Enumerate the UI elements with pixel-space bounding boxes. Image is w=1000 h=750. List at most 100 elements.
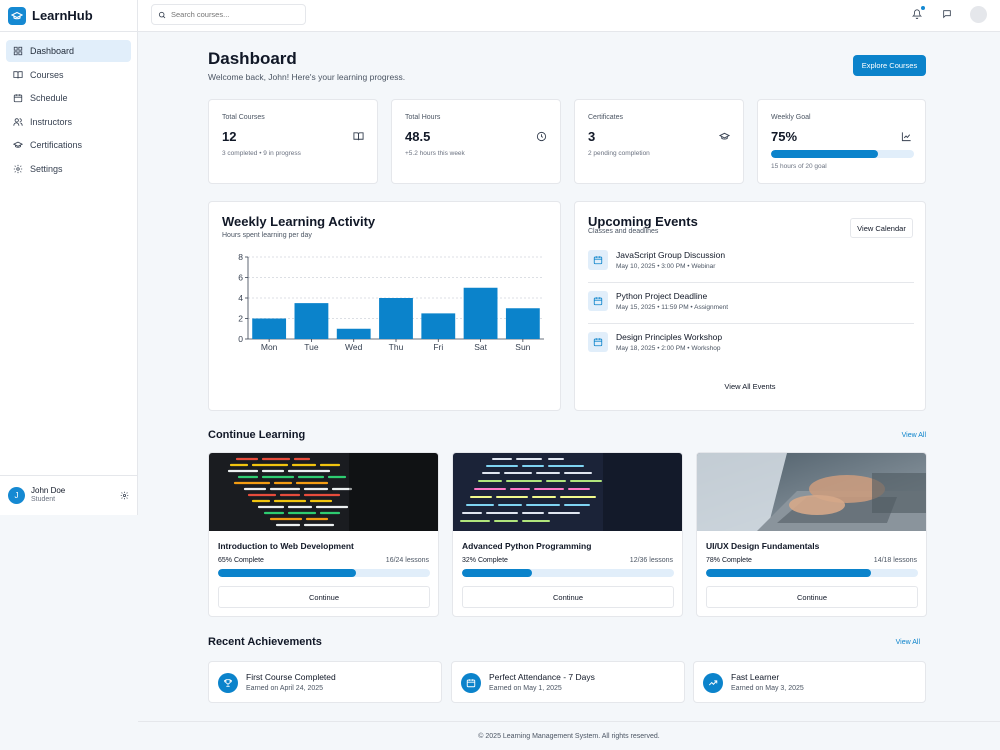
achievement-date: Earned on May 1, 2025 [489,685,562,692]
panel-title: Upcoming Events [588,214,698,229]
users-icon [13,117,23,127]
avatar[interactable]: J [8,487,25,504]
stat-label: Certificates [588,114,624,121]
section-title-continue-learning: Continue Learning [208,429,306,441]
bell-icon[interactable] [911,6,925,20]
achievement-card[interactable]: First Course Completed Earned on April 2… [208,661,442,703]
event-meta: May 18, 2025 • 2:00 PM • Workshop [616,345,721,352]
x-tick-label: Fri [433,342,443,352]
achievement-card[interactable]: Fast Learner Earned on May 3, 2025 [693,661,926,703]
course-lessons: 14/18 lessons [873,557,917,564]
sidebar-item-certifications[interactable]: Certifications [6,134,131,156]
y-tick-label: 8 [238,252,243,262]
chart-bar [252,318,287,339]
stat-label: Total Hours [405,114,441,121]
chart-bar [505,308,540,339]
chart-bar [379,298,413,339]
sidebar-item-dashboard[interactable]: Dashboard [6,40,131,62]
continue-button[interactable]: Continue [462,586,674,608]
stat-note: 2 pending completion [588,150,650,157]
course-progress-fill [218,569,356,577]
sidebar-item-label: Settings [30,163,63,174]
stat-label: Weekly Goal [771,114,811,121]
user-meta: John Doe Student [31,486,114,505]
stat-label: Total Courses [222,114,265,121]
sidebar-item-label: Schedule [30,93,68,104]
sidebar-item-courses[interactable]: Courses [6,64,131,86]
achievements-view-all-link[interactable]: View All [895,639,920,646]
course-percent: 78% Complete [706,557,752,564]
event-item[interactable]: Python Project Deadline May 15, 2025 • 1… [588,283,914,324]
notification-dot [921,6,925,10]
message-icon[interactable] [941,8,953,20]
calendar-icon [461,673,481,693]
course-thumbnail-laptop [697,453,926,531]
gear-icon [13,164,23,174]
search-box[interactable] [151,4,306,25]
course-thumbnail-code [209,453,438,531]
view-all-events-link[interactable]: View All Events [724,382,776,391]
stat-value: 3 [588,129,596,144]
course-progress-fill [706,569,872,577]
continue-view-all-link[interactable]: View All [901,432,926,439]
achievement-title: Fast Learner [731,672,780,682]
explore-courses-button[interactable]: Explore Courses [853,55,926,76]
brand[interactable]: LearnHub [0,0,137,32]
sidebar-item-instructors[interactable]: Instructors [6,111,131,133]
graduation-cap-icon [13,140,23,150]
event-item[interactable]: JavaScript Group Discussion May 10, 2025… [588,242,914,283]
graduation-cap-icon [719,131,730,142]
section-title-recent-achievements: Recent Achievements [208,636,322,648]
page-header: Dashboard Welcome back, John! Here's you… [208,49,405,82]
course-progress [218,569,430,577]
search-input[interactable] [171,10,291,19]
user-profile: J John Doe Student [0,475,137,515]
stat-value: 12 [222,129,237,144]
course-percent: 32% Complete [462,557,508,564]
x-tick-label: Wed [345,342,363,352]
book-icon [353,131,364,142]
course-card[interactable]: UI/UX Design Fundamentals 78% Complete 1… [696,452,927,617]
stat-card-total-courses: Total Courses 12 3 completed • 9 in prog… [208,99,378,184]
chart-bar [463,287,498,339]
course-title: Introduction to Web Development [218,541,354,551]
continue-button[interactable]: Continue [706,586,918,608]
footer-text: © 2025 Learning Management System. All r… [478,732,660,740]
profile-avatar[interactable] [970,6,987,23]
trend-up-icon [703,673,723,693]
stat-value: 75% [771,129,798,144]
sidebar-item-schedule[interactable]: Schedule [6,87,131,109]
trophy-icon [218,673,238,693]
stat-value: 48.5 [405,129,431,144]
event-title: Design Principles Workshop [616,332,723,342]
y-tick-label: 0 [238,334,243,344]
graduation-cap-logo-icon [8,6,26,25]
weekly-activity-chart: 0 2 4 6 8 Mon Tue Wed Thu Fri Sat Sun [238,252,544,352]
page-subtitle: Welcome back, John! Here's your learning… [208,72,406,82]
sidebar-item-label: Dashboard [30,46,75,56]
divider [588,323,914,324]
sidebar-item-settings[interactable]: Settings [6,158,131,180]
calendar-icon [13,93,23,103]
event-meta: May 10, 2025 • 3:00 PM • Webinar [616,263,716,270]
weekly-goal-progress [771,150,914,158]
course-card[interactable]: Advanced Python Programming 32% Complete… [452,452,683,617]
user-name: John Doe [31,486,66,496]
course-progress [462,569,674,577]
course-card[interactable]: Introduction to Web Development 65% Comp… [208,452,439,617]
achievement-card[interactable]: Perfect Attendance - 7 Days Earned on Ma… [451,661,685,703]
topbar [138,0,1000,32]
sidebar-item-label: Instructors [30,116,73,127]
x-tick-label: Sat [474,342,487,352]
x-tick-label: Thu [389,342,404,352]
stat-note: 15 hours of 20 goal [771,163,827,170]
calendar-icon [588,291,608,311]
x-tick-label: Tue [304,342,319,352]
book-icon [13,70,23,80]
settings-gear-icon[interactable] [120,487,129,505]
event-item[interactable]: Design Principles Workshop May 18, 2025 … [588,324,914,365]
view-calendar-button[interactable]: View Calendar [850,218,913,238]
grid-icon [13,46,23,56]
continue-button[interactable]: Continue [218,586,430,608]
calendar-icon [588,250,608,270]
